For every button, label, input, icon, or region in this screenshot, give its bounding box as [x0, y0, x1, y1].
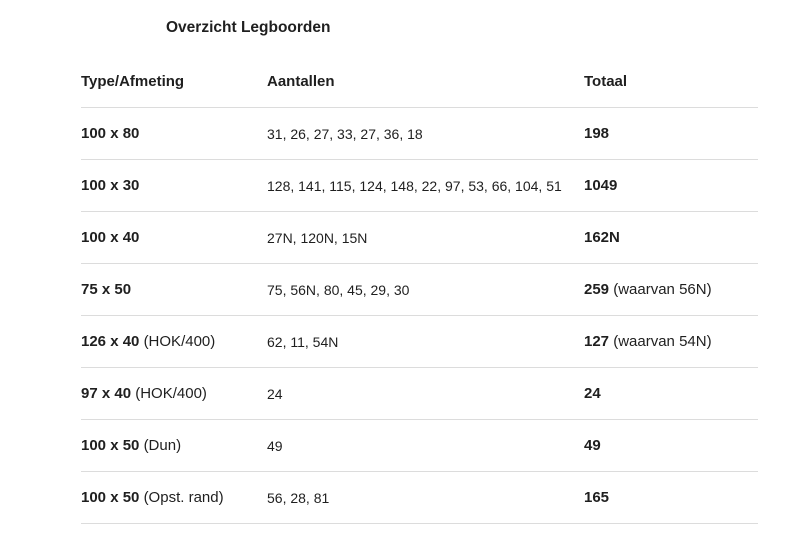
table-row: 100 x 50 (Opst. rand) 56, 28, 81 165	[81, 471, 758, 524]
type-value: 100 x 50	[81, 437, 140, 454]
table-row: 126 x 40 (HOK/400) 62, 11, 54N 127 (waar…	[81, 315, 758, 368]
cell-counts: 31, 26, 27, 33, 27, 36, 18	[267, 107, 584, 160]
type-value: 100 x 50	[81, 489, 140, 506]
cell-total: 49	[584, 419, 758, 472]
cell-type: 100 x 40	[81, 211, 267, 264]
table-row: 75 x 50 75, 56N, 80, 45, 29, 30 259 (waa…	[81, 263, 758, 316]
cell-total: 165	[584, 471, 758, 524]
type-value: 97 x 40	[81, 385, 132, 402]
overview-table: Type/Afmeting Aantallen Totaal 100 x 80 …	[81, 56, 758, 524]
type-value: 100 x 30	[81, 177, 140, 194]
column-header-type: Type/Afmeting	[81, 56, 267, 108]
type-value: 75 x 50	[81, 281, 132, 298]
cell-type: 100 x 30	[81, 159, 267, 212]
page-title: Overzicht Legboorden	[166, 19, 331, 36]
column-header-counts: Aantallen	[267, 56, 584, 108]
type-note: (Dun)	[143, 437, 182, 454]
cell-total: 1049	[584, 159, 758, 212]
total-note: (waarvan 54N)	[613, 333, 712, 350]
table-row: 100 x 80 31, 26, 27, 33, 27, 36, 18 198	[81, 107, 758, 160]
cell-counts: 75, 56N, 80, 45, 29, 30	[267, 263, 584, 316]
total-value: 198	[584, 125, 610, 142]
cell-counts: 49	[267, 419, 584, 472]
total-value: 162N	[584, 229, 620, 246]
type-value: 100 x 80	[81, 125, 140, 142]
cell-total: 127 (waarvan 54N)	[584, 315, 758, 368]
cell-counts: 62, 11, 54N	[267, 315, 584, 368]
table-row: 100 x 30 128, 141, 115, 124, 148, 22, 97…	[81, 159, 758, 212]
column-header-total: Totaal	[584, 56, 758, 108]
cell-type: 100 x 50 (Dun)	[81, 419, 267, 472]
table-row: 100 x 50 (Dun) 49 49	[81, 419, 758, 472]
total-value: 259	[584, 281, 610, 298]
table-header-row: Type/Afmeting Aantallen Totaal	[81, 56, 758, 108]
cell-total: 198	[584, 107, 758, 160]
type-note: (HOK/400)	[143, 333, 216, 350]
cell-type: 100 x 80	[81, 107, 267, 160]
type-note: (Opst. rand)	[143, 489, 224, 506]
table-row: 100 x 40 27N, 120N, 15N 162N	[81, 211, 758, 264]
total-value: 24	[584, 385, 601, 402]
total-value: 1049	[584, 177, 618, 194]
cell-total: 259 (waarvan 56N)	[584, 263, 758, 316]
total-note: (waarvan 56N)	[613, 281, 712, 298]
type-note: (HOK/400)	[135, 385, 207, 402]
cell-counts: 27N, 120N, 15N	[267, 211, 584, 264]
cell-type: 126 x 40 (HOK/400)	[81, 315, 267, 368]
cell-total: 24	[584, 367, 758, 420]
cell-counts: 128, 141, 115, 124, 148, 22, 97, 53, 66,…	[267, 159, 584, 212]
table-row: 97 x 40 (HOK/400) 24 24	[81, 367, 758, 420]
cell-type: 75 x 50	[81, 263, 267, 316]
cell-type: 100 x 50 (Opst. rand)	[81, 471, 267, 524]
cell-type: 97 x 40 (HOK/400)	[81, 367, 267, 420]
total-value: 127	[584, 333, 610, 350]
total-value: 165	[584, 489, 610, 506]
total-value: 49	[584, 437, 601, 454]
cell-counts: 24	[267, 367, 584, 420]
cell-counts: 56, 28, 81	[267, 471, 584, 524]
type-value: 100 x 40	[81, 229, 140, 246]
type-value: 126 x 40	[81, 333, 140, 350]
cell-total: 162N	[584, 211, 758, 264]
